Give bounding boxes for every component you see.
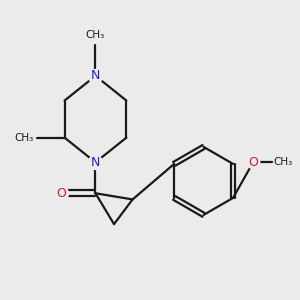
Text: N: N [91,156,100,169]
Text: CH₃: CH₃ [86,30,105,40]
Text: CH₃: CH₃ [14,133,34,142]
Text: N: N [91,69,100,82]
Text: O: O [248,156,258,169]
Text: O: O [57,187,66,200]
Text: CH₃: CH₃ [273,158,292,167]
